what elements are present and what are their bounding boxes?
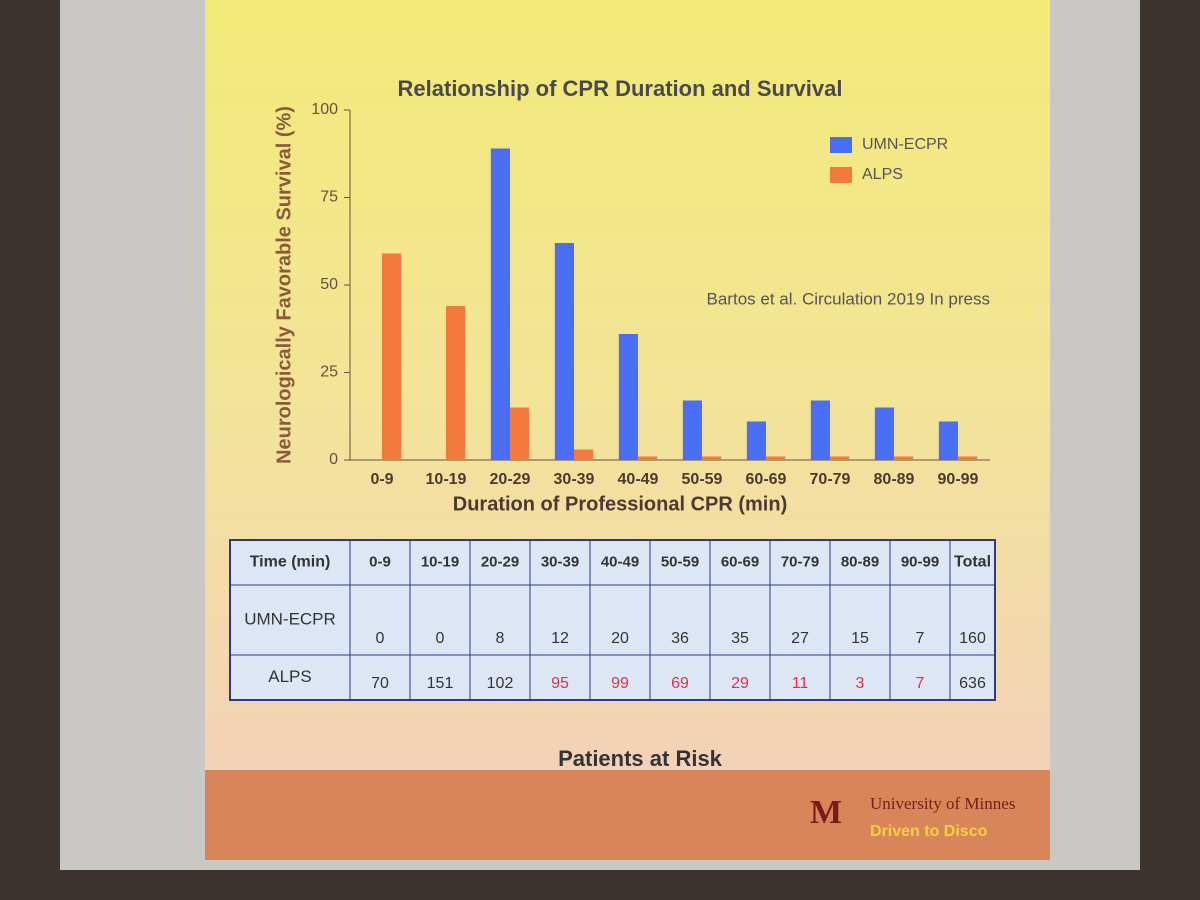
logo: M: [810, 794, 842, 831]
bar: [830, 456, 850, 460]
table-value: 99: [611, 675, 629, 692]
table-header: 20-29: [481, 553, 519, 570]
y-tick-label: 50: [320, 276, 338, 293]
bar: [638, 456, 658, 460]
table-header: Total: [954, 554, 991, 571]
bar: [490, 148, 510, 460]
table-cell: [949, 654, 996, 701]
bar: [958, 456, 978, 460]
table-header: 80-89: [841, 553, 879, 570]
x-tick-label: 20-29: [490, 471, 531, 488]
x-tick-label: 80-89: [874, 471, 915, 488]
table-value: 11: [792, 675, 809, 692]
table-row-label: UMN-ECPR: [244, 609, 336, 628]
table-value: 8: [496, 630, 505, 647]
x-axis-label: Duration of Professional CPR (min): [453, 493, 787, 515]
table-header: 70-79: [781, 553, 819, 570]
bar: [702, 456, 722, 460]
table-value: 70: [371, 675, 389, 692]
table-value: 35: [731, 630, 749, 647]
table-header: 30-39: [541, 553, 579, 570]
table-header: 60-69: [721, 553, 759, 570]
table-value: 95: [551, 675, 569, 692]
table-value: 3: [856, 675, 865, 692]
x-tick-label: 40-49: [618, 471, 659, 488]
x-tick-label: 30-39: [554, 471, 595, 488]
x-tick-label: 70-79: [810, 471, 851, 488]
table-header: 0-9: [369, 553, 391, 570]
bar: [874, 407, 894, 460]
table-value: 151: [427, 675, 454, 692]
bar: [682, 400, 702, 460]
y-axis-label: Neurologically Favorable Survival (%): [273, 106, 295, 464]
x-tick-label: 10-19: [426, 471, 467, 488]
table-header: 10-19: [421, 553, 459, 570]
table-header: Time (min): [250, 554, 331, 571]
table-value: 27: [791, 630, 809, 647]
annotation: Bartos et al. Circulation 2019 In press: [707, 289, 990, 308]
table-value: 102: [487, 675, 514, 692]
x-tick-label: 0-9: [370, 471, 393, 488]
bar: [382, 253, 402, 460]
y-tick-label: 75: [320, 189, 338, 206]
table-caption: Patients at Risk: [558, 746, 723, 771]
table-header: 90-99: [901, 553, 939, 570]
legend-swatch: [830, 137, 852, 153]
x-tick-label: 50-59: [682, 471, 723, 488]
table-value: 160: [959, 630, 986, 647]
bar: [510, 407, 530, 460]
y-tick-label: 25: [320, 364, 338, 381]
bar: [746, 421, 766, 460]
table-header: 40-49: [601, 553, 639, 570]
bar: [446, 306, 466, 460]
table-value: 7: [916, 675, 925, 692]
y-tick-label: 0: [329, 451, 338, 468]
y-tick-label: 100: [311, 101, 338, 118]
footer-university: University of Minnes: [870, 794, 1015, 813]
table-frame: [229, 539, 996, 701]
table-value: 7: [916, 630, 925, 647]
bar: [554, 243, 574, 460]
table-value: 20: [611, 630, 629, 647]
x-tick-label: 60-69: [746, 471, 787, 488]
bar: [894, 456, 914, 460]
chart-title: Relationship of CPR Duration and Surviva…: [398, 76, 843, 101]
table-row-label: ALPS: [268, 667, 311, 686]
table-value: 0: [436, 630, 445, 647]
table-value: 15: [851, 630, 869, 647]
bar: [810, 400, 830, 460]
legend-label: ALPS: [862, 166, 903, 183]
bar: [938, 421, 958, 460]
table-value: 36: [671, 630, 689, 647]
bar: [618, 334, 638, 460]
table-header: 50-59: [661, 553, 699, 570]
x-tick-label: 90-99: [938, 471, 979, 488]
table-value: 69: [671, 675, 689, 692]
table-value: 0: [376, 630, 385, 647]
table-value: 29: [731, 675, 749, 692]
bar: [766, 456, 786, 460]
legend-swatch: [830, 167, 852, 183]
table-value: 12: [551, 630, 569, 647]
bar: [574, 449, 594, 460]
table-value: 636: [959, 675, 986, 692]
footer-tagline: Driven to Disco: [870, 823, 988, 840]
legend-label: UMN-ECPR: [862, 136, 948, 153]
footer-band: [205, 770, 1050, 860]
